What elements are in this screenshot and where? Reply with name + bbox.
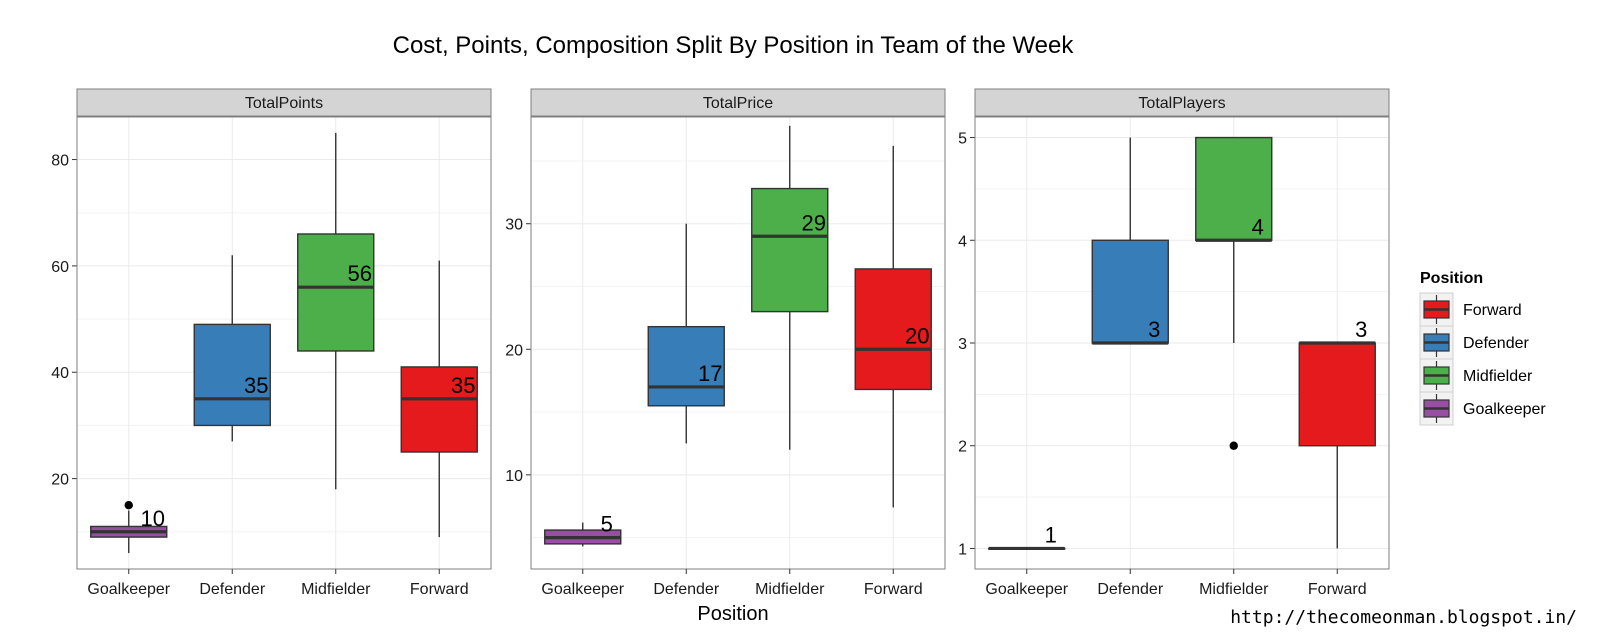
legend-label: Defender	[1463, 335, 1529, 352]
x-tick-label: Goalkeeper	[87, 581, 170, 598]
x-tick-label: Midfielder	[1199, 581, 1269, 598]
x-tick-label: Midfielder	[301, 581, 371, 598]
legend-label: Midfielder	[1463, 368, 1533, 385]
y-tick-label: 1	[958, 541, 967, 558]
panel-frame	[76, 116, 492, 570]
legend-entry-midfielder: Midfielder	[1419, 358, 1533, 393]
box-body	[1298, 342, 1376, 447]
x-tick-label: Forward	[864, 581, 923, 598]
median-value-label: 20	[905, 323, 929, 348]
box-forward: 20	[854, 145, 932, 508]
panel-TotalPrice: TotalPrice 10 20 30 5 17 29 20 Goalkeeper Defende…	[505, 88, 946, 598]
strip-TotalPrice	[530, 88, 946, 117]
x-tick-label: Goalkeeper	[985, 581, 1068, 598]
legend-entry-goalkeeper: Goalkeeper	[1419, 391, 1546, 426]
y-tick-label: 5	[958, 131, 967, 148]
box-defender: 3	[1091, 137, 1169, 345]
legend-entry-defender: Defender	[1419, 325, 1529, 360]
box-body	[400, 366, 478, 453]
box-midfielder: 29	[751, 125, 829, 450]
median-value-label: 35	[451, 373, 475, 398]
strip-label-TotalPlayers: TotalPlayers	[1138, 95, 1225, 112]
legend: Position Forward Defender Midfielder Goalkee…	[1419, 270, 1546, 426]
median-value-label: 3	[1355, 317, 1367, 342]
box-defender: 17	[647, 223, 725, 444]
panel-frame	[974, 116, 1390, 570]
x-axis-title: Position	[697, 603, 768, 625]
box-body	[854, 268, 932, 391]
strip-TotalPoints	[76, 88, 492, 117]
panel-TotalPoints: TotalPoints 20 40 60 80 10 35 56 35 Goalkeeper Def…	[51, 88, 492, 598]
strip-TotalPlayers	[974, 88, 1390, 117]
panel-frame	[530, 116, 946, 570]
box-body	[1091, 239, 1169, 344]
x-tick-label: Defender	[1097, 581, 1163, 598]
box-goalkeeper: 5	[544, 512, 622, 547]
credit-url: http://thecomeonman.blogspot.in/	[1230, 607, 1577, 628]
median-value-label: 17	[698, 361, 722, 386]
outlier-point	[124, 500, 133, 510]
x-tick-label: Forward	[410, 581, 469, 598]
box-defender: 35	[193, 255, 271, 442]
box-body	[297, 233, 375, 352]
median-value-label: 35	[244, 373, 268, 398]
y-tick-label: 3	[958, 336, 967, 353]
strip-label-TotalPoints: TotalPoints	[245, 95, 323, 112]
box-forward: 35	[400, 260, 478, 538]
y-tick-label: 20	[505, 342, 523, 359]
outlier-point	[1229, 441, 1238, 450]
y-tick-label: 2	[958, 439, 967, 456]
x-tick-label: Goalkeeper	[541, 581, 624, 598]
strip-label-TotalPrice: TotalPrice	[703, 95, 773, 112]
y-tick-label: 60	[51, 259, 69, 276]
median-value-label: 29	[802, 210, 826, 235]
median-value-label: 5	[601, 512, 613, 537]
x-tick-label: Defender	[653, 581, 719, 598]
legend-title: Position	[1420, 270, 1483, 287]
median-value-label: 10	[141, 506, 165, 531]
y-tick-label: 30	[505, 217, 523, 234]
box-body	[647, 325, 725, 407]
median-value-label: 4	[1252, 214, 1264, 239]
median-value-label: 1	[1045, 522, 1057, 547]
box-midfielder: 56	[297, 132, 375, 490]
legend-label: Goalkeeper	[1463, 401, 1546, 418]
y-tick-label: 40	[51, 365, 69, 382]
x-tick-label: Forward	[1308, 581, 1367, 598]
y-tick-label: 10	[505, 468, 523, 485]
y-tick-label: 4	[958, 233, 967, 250]
box-forward: 3	[1298, 317, 1376, 549]
box-midfielder: 4	[1195, 136, 1273, 450]
panel-TotalPlayers: TotalPlayers 1 2 3 4 5 1 3 4 3 Goalkeeper Defender M…	[958, 88, 1390, 598]
legend-label: Forward	[1463, 302, 1522, 319]
panel-background	[77, 117, 491, 569]
box-goalkeeper: 1	[988, 522, 1066, 551]
y-tick-label: 20	[51, 472, 69, 489]
box-body	[751, 187, 829, 313]
box-body	[193, 323, 271, 427]
chart-title: Cost, Points, Composition Split By Posit…	[393, 32, 1075, 59]
x-tick-label: Midfielder	[755, 581, 825, 598]
median-value-label: 3	[1148, 317, 1160, 342]
x-tick-label: Defender	[199, 581, 265, 598]
legend-entry-forward: Forward	[1419, 292, 1522, 327]
y-tick-label: 80	[51, 153, 69, 170]
box-goalkeeper: 10	[90, 500, 168, 554]
median-value-label: 56	[348, 261, 372, 286]
